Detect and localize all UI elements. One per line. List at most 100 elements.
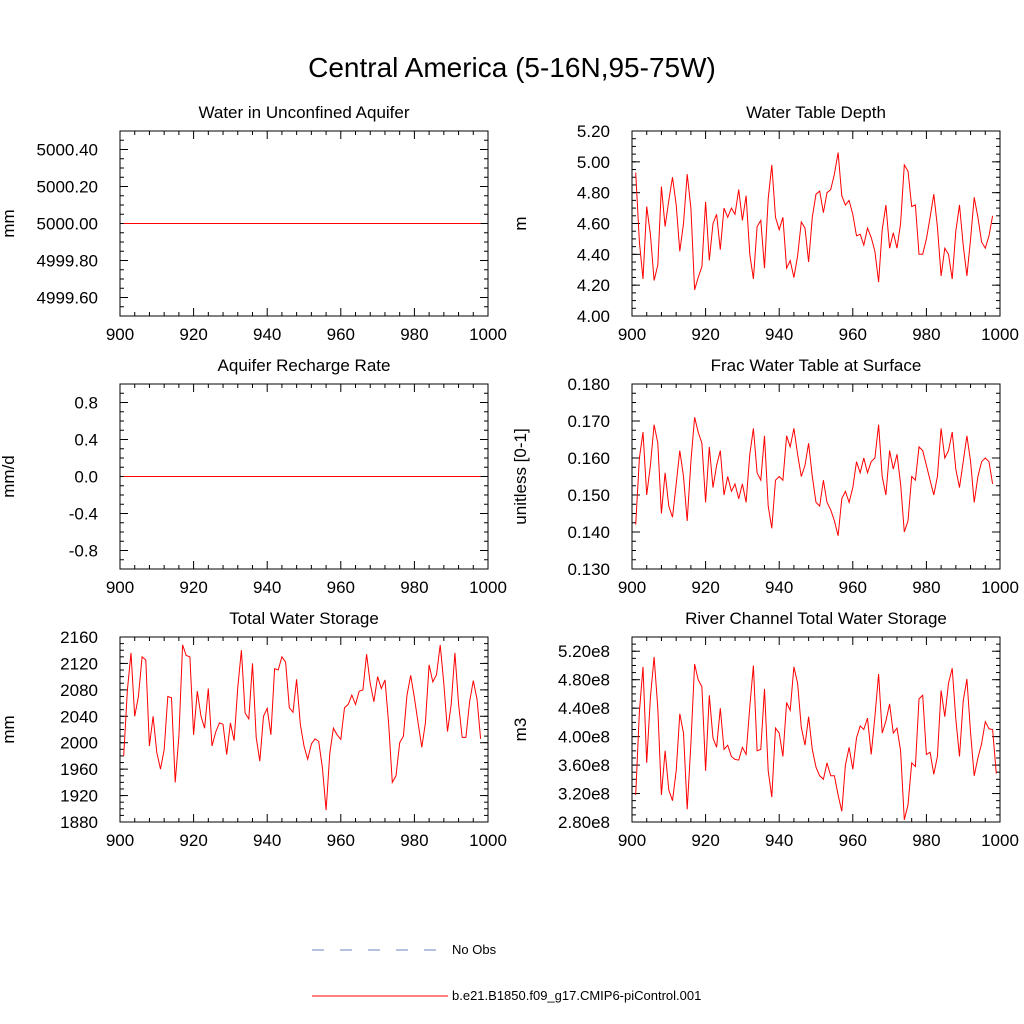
panel-title: River Channel Total Water Storage <box>685 609 947 628</box>
x-tick-label: 900 <box>106 578 134 597</box>
panel-frame <box>631 636 1001 823</box>
panel-title: Water in Unconfined Aquifer <box>198 103 409 122</box>
x-tick-label: 900 <box>618 325 646 344</box>
y-tick-label: 0.0 <box>74 468 98 487</box>
y-axis-label: mm/d <box>0 455 18 498</box>
panel-title: Aquifer Recharge Rate <box>218 356 391 375</box>
y-tick-label: 5000.40 <box>37 141 98 160</box>
x-tick-label: 1000 <box>981 831 1019 850</box>
panel-frame <box>119 636 489 823</box>
x-tick-label: 980 <box>400 578 428 597</box>
y-tick-label: 0.140 <box>567 523 610 542</box>
x-tick-label: 940 <box>765 325 793 344</box>
y-tick-label: 4.20 <box>577 276 610 295</box>
x-tick-label: 980 <box>912 578 940 597</box>
y-tick-label: -0.4 <box>69 505 98 524</box>
panel-frame <box>631 130 1001 317</box>
y-tick-label: 4999.60 <box>37 289 98 308</box>
x-tick-label: 980 <box>912 325 940 344</box>
series-line <box>635 152 994 290</box>
y-tick-label: 5.20e8 <box>558 642 610 661</box>
x-tick-label: 980 <box>400 831 428 850</box>
series-line <box>635 656 997 821</box>
y-tick-label: 4.40e8 <box>558 699 610 718</box>
x-tick-label: 960 <box>839 325 867 344</box>
y-tick-label: 4.40 <box>577 245 610 264</box>
y-tick-label: 5000.00 <box>37 215 98 234</box>
y-tick-label: 2040 <box>60 707 98 726</box>
x-tick-label: 900 <box>618 578 646 597</box>
y-tick-label: 2000 <box>60 734 98 753</box>
x-tick-label: 940 <box>253 831 281 850</box>
panel-frac-water-table: Frac Water Table at Surface unitless [0-1… <box>511 356 1019 597</box>
y-tick-label: 0.160 <box>567 449 610 468</box>
x-tick-label: 1000 <box>469 831 507 850</box>
panel-title: Frac Water Table at Surface <box>711 356 922 375</box>
x-tick-label: 920 <box>179 831 207 850</box>
y-tick-label: 0.150 <box>567 486 610 505</box>
y-axis-label: mm <box>0 209 18 237</box>
panel-aquifer-water: Water in Unconfined Aquifer mm 900 920 940 96… <box>0 103 507 344</box>
x-tick-label: 1000 <box>981 325 1019 344</box>
panel-river-channel-storage: River Channel Total Water Storage m3 900 92… <box>511 609 1019 850</box>
x-tick-label: 940 <box>765 578 793 597</box>
y-tick-label: 4.00e8 <box>558 728 610 747</box>
y-tick-label: 2080 <box>60 681 98 700</box>
y-axis-label: unitless [0-1] <box>511 428 530 524</box>
x-tick-label: 960 <box>839 831 867 850</box>
x-tick-label: 980 <box>400 325 428 344</box>
x-tick-label: 900 <box>618 831 646 850</box>
y-tick-label: 2120 <box>60 654 98 673</box>
y-tick-label: 0.130 <box>567 560 610 579</box>
y-tick-label: 0.8 <box>74 394 98 413</box>
panel-title: Total Water Storage <box>229 609 379 628</box>
panel-title: Water Table Depth <box>746 103 886 122</box>
x-tick-label: 920 <box>691 578 719 597</box>
panel-frame <box>631 383 1001 570</box>
y-axis-label: m <box>511 216 530 230</box>
y-tick-label: 2160 <box>60 628 98 647</box>
panel-total-water-storage: Total Water Storage mm 900 920 940 960 980 1000… <box>0 609 507 850</box>
x-tick-label: 940 <box>253 578 281 597</box>
series-line <box>635 417 994 536</box>
y-tick-label: 4999.80 <box>37 252 98 271</box>
y-tick-label: 1920 <box>60 787 98 806</box>
y-tick-label: 4.00 <box>577 307 610 326</box>
y-tick-label: 0.4 <box>74 431 98 450</box>
y-axis-label: m3 <box>511 718 530 742</box>
x-tick-label: 940 <box>253 325 281 344</box>
figure-title: Central America (5-16N,95-75W) <box>308 52 716 83</box>
x-tick-label: 980 <box>912 831 940 850</box>
panel-grid: Water in Unconfined Aquifer mm 900 920 940 96… <box>0 103 1019 850</box>
y-tick-label: 5.20 <box>577 122 610 141</box>
x-tick-label: 940 <box>765 831 793 850</box>
legend: No Obs b.e21.B1850.f09_g17.CMIP6-piContr… <box>312 942 701 1003</box>
panel-recharge-rate: Aquifer Recharge Rate mm/d 900 920 940 960 980… <box>0 356 507 597</box>
y-tick-label: 5.00 <box>577 153 610 172</box>
y-tick-label: 4.80e8 <box>558 671 610 690</box>
x-tick-label: 920 <box>179 578 207 597</box>
legend-label-model: b.e21.B1850.f09_g17.CMIP6-piControl.001 <box>452 988 701 1003</box>
y-axis-label: mm <box>0 715 18 743</box>
x-tick-label: 920 <box>691 325 719 344</box>
x-tick-label: 1000 <box>469 325 507 344</box>
y-tick-label: 0.170 <box>567 412 610 431</box>
x-tick-label: 1000 <box>981 578 1019 597</box>
x-tick-label: 960 <box>327 578 355 597</box>
x-tick-label: 1000 <box>469 578 507 597</box>
y-tick-label: 0.180 <box>567 375 610 394</box>
y-tick-label: 2.80e8 <box>558 813 610 832</box>
y-tick-label: 1960 <box>60 760 98 779</box>
y-tick-label: 3.60e8 <box>558 756 610 775</box>
x-tick-label: 960 <box>327 325 355 344</box>
y-tick-label: 1880 <box>60 813 98 832</box>
x-tick-label: 960 <box>839 578 867 597</box>
y-tick-label: 4.80 <box>577 184 610 203</box>
y-tick-label: 5000.20 <box>37 178 98 197</box>
x-tick-label: 920 <box>179 325 207 344</box>
x-tick-label: 960 <box>327 831 355 850</box>
legend-label-no-obs: No Obs <box>452 942 497 957</box>
y-tick-label: 4.60 <box>577 215 610 234</box>
y-tick-label: -0.8 <box>69 542 98 561</box>
